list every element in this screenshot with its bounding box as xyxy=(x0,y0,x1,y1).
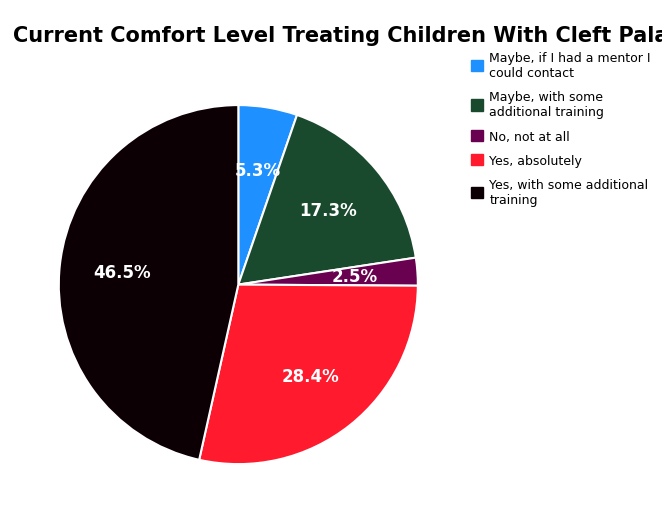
Text: 46.5%: 46.5% xyxy=(93,263,151,281)
Text: Current Comfort Level Treating Children With Cleft Palate: Current Comfort Level Treating Children … xyxy=(13,25,662,45)
Wedge shape xyxy=(199,285,418,464)
Wedge shape xyxy=(238,116,416,285)
Text: 5.3%: 5.3% xyxy=(234,161,281,179)
Wedge shape xyxy=(238,106,297,285)
Text: 17.3%: 17.3% xyxy=(299,202,357,219)
Text: 2.5%: 2.5% xyxy=(332,268,378,286)
Wedge shape xyxy=(238,258,418,286)
Wedge shape xyxy=(59,106,238,460)
Text: 28.4%: 28.4% xyxy=(282,367,340,385)
Legend: Maybe, if I had a mentor I
could contact, Maybe, with some
additional training, : Maybe, if I had a mentor I could contact… xyxy=(465,47,656,212)
